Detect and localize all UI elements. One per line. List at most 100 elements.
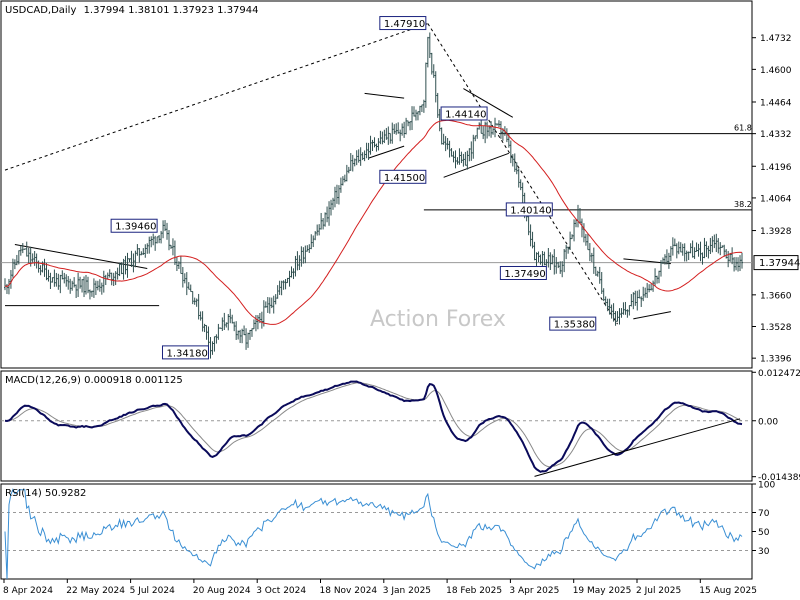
candle-321 — [638, 289, 641, 299]
candle-305 — [606, 298, 609, 312]
macd-tick-label-0: 0.012472 — [758, 369, 800, 379]
svg-text:1.41500: 1.41500 — [384, 173, 425, 184]
candle-167 — [333, 186, 336, 208]
candle-91 — [183, 273, 186, 284]
candle-21 — [45, 263, 48, 281]
candle-24 — [51, 277, 54, 283]
candle-292 — [580, 218, 583, 238]
candle-200 — [399, 129, 402, 142]
candle-55 — [112, 272, 115, 287]
candle-175 — [349, 153, 352, 171]
candle-351 — [697, 243, 700, 257]
candle-113 — [227, 314, 230, 331]
candle-44 — [90, 290, 93, 297]
candle-345 — [685, 250, 688, 262]
candle-68 — [138, 248, 141, 263]
candle-370 — [735, 257, 738, 271]
candle-260 — [517, 168, 520, 188]
candle-358 — [711, 236, 714, 253]
candle-237 — [472, 134, 475, 159]
candle-84 — [169, 244, 172, 249]
candle-296 — [588, 243, 591, 262]
candle-136 — [272, 295, 275, 314]
candle-159 — [318, 224, 321, 236]
candle-332 — [659, 260, 662, 277]
svg-text:1.40140: 1.40140 — [510, 205, 551, 216]
price-reference-lines: 61.8 38.2 — [1, 124, 752, 264]
candle-344 — [683, 243, 686, 262]
candle-38 — [79, 276, 82, 289]
candle-271 — [539, 254, 542, 265]
rsi-axis: 100 70 50 30 — [752, 481, 775, 557]
price-label-7: 1.35380 — [549, 316, 597, 331]
candle-58 — [118, 262, 121, 277]
candle-173 — [345, 164, 348, 182]
candle-304 — [604, 296, 607, 307]
candle-127 — [254, 315, 257, 332]
candle-194 — [387, 126, 390, 145]
candle-131 — [262, 300, 265, 327]
candle-327 — [650, 283, 653, 291]
candle-347 — [689, 243, 692, 254]
trendline-9 — [633, 311, 671, 320]
candle-244 — [486, 121, 489, 139]
candle-301 — [598, 266, 601, 284]
candle-198 — [395, 123, 398, 135]
candle-182 — [363, 150, 366, 162]
candle-63 — [128, 258, 131, 263]
price-tick-label-0: 1.4732 — [760, 34, 792, 44]
price-tick-label-4: 1.4196 — [760, 163, 792, 173]
candle-328 — [652, 280, 655, 292]
candle-267 — [531, 231, 534, 249]
candle-123 — [247, 332, 250, 348]
candle-187 — [373, 137, 376, 148]
trendline-7 — [443, 152, 510, 178]
candle-170 — [339, 177, 342, 193]
candle-213 — [424, 62, 427, 108]
candle-266 — [529, 224, 532, 247]
candle-60 — [122, 258, 125, 280]
candle-140 — [280, 280, 283, 296]
candle-134 — [268, 297, 271, 314]
candles — [4, 32, 743, 359]
candle-146 — [292, 268, 295, 280]
candle-43 — [88, 289, 91, 300]
candle-300 — [596, 270, 599, 277]
candle-287 — [571, 234, 574, 240]
candle-221 — [440, 127, 443, 145]
candle-149 — [298, 255, 301, 271]
candle-15 — [33, 251, 36, 266]
candle-98 — [197, 293, 200, 320]
candle-314 — [624, 301, 627, 315]
date-axis: 8 Apr 2024 22 May 2024 5 Jul 2024 20 Aug 20… — [3, 579, 757, 596]
trendline-4 — [364, 92, 405, 99]
candle-14 — [31, 253, 34, 263]
candle-331 — [658, 270, 661, 284]
candle-130 — [260, 311, 263, 329]
date-tick-label-3: 20 Aug 2024 — [193, 586, 251, 596]
fib-label-0: 61.8 — [734, 124, 752, 133]
candle-6 — [15, 254, 18, 266]
candle-3 — [9, 269, 12, 289]
macd-main-line — [4, 380, 743, 473]
candle-349 — [693, 247, 696, 259]
candle-169 — [337, 185, 340, 205]
candle-243 — [484, 121, 487, 144]
last-price-marker: 1.37944 — [753, 255, 800, 271]
candle-40 — [83, 276, 86, 298]
candle-342 — [679, 242, 682, 253]
candle-81 — [164, 220, 167, 232]
candle-256 — [509, 140, 512, 164]
candle-337 — [669, 246, 672, 262]
candle-162 — [324, 212, 327, 227]
candle-154 — [308, 244, 311, 254]
candle-49 — [100, 282, 103, 295]
svg-text:1.44140: 1.44140 — [445, 109, 486, 120]
candle-143 — [286, 277, 289, 284]
candle-59 — [120, 262, 123, 275]
candle-120 — [241, 328, 244, 344]
candle-218 — [434, 71, 437, 103]
candle-89 — [179, 256, 182, 275]
candle-323 — [642, 286, 645, 302]
candle-26 — [55, 272, 58, 287]
